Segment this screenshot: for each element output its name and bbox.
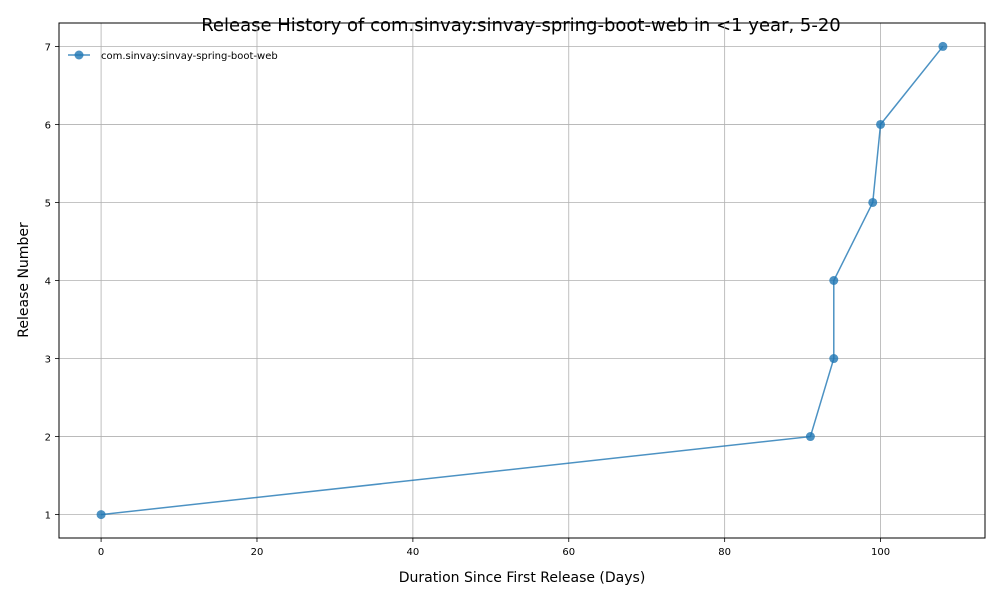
legend-marker [74,50,84,60]
x-tick-label: 20 [251,547,264,558]
y-tick-label: 4 [45,277,51,288]
y-tick-label: 2 [45,433,51,444]
data-point [876,119,886,129]
data-point [829,354,839,364]
series-layer [96,41,948,520]
y-tick-label: 7 [45,42,51,53]
x-axis-label: Duration Since First Release (Days) [399,570,646,586]
data-point [868,197,878,207]
y-tick-label: 3 [45,355,51,366]
legend-label: com.sinvay:sinvay-spring-boot-web [101,51,278,62]
data-point [96,510,106,520]
x-tick-label: 60 [562,547,575,558]
data-point [805,432,815,442]
y-tick-label: 1 [45,511,51,522]
legend: com.sinvay:sinvay-spring-boot-web [68,50,278,62]
chart-title: Release History of com.sinvay:sinvay-spr… [201,15,841,36]
x-tick-label: 40 [407,547,420,558]
y-axis-label: Release Number [16,222,32,338]
x-tick-label: 100 [871,547,890,558]
y-tick-label: 5 [45,198,51,209]
data-point [829,276,839,285]
data-point [938,41,948,51]
y-tick-label: 6 [45,120,51,131]
ticks: 0 20 40 60 80 100 1 2 3 4 5 6 7 [45,42,890,558]
x-tick-label: 0 [98,547,104,558]
x-tick-label: 80 [718,547,731,558]
